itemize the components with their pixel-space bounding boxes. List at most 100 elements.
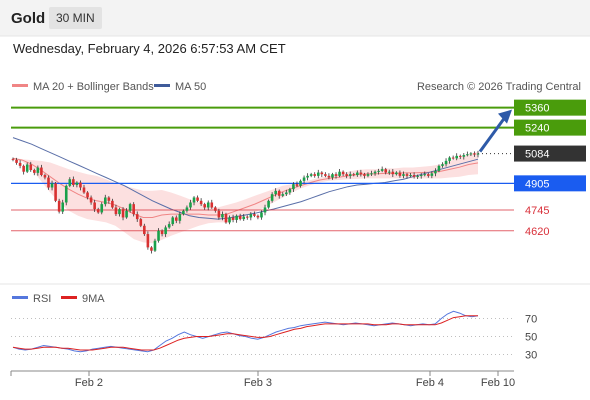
candle-body [132,204,135,215]
candle [377,168,380,175]
candle [473,151,476,157]
candle [128,202,132,213]
candle-body [50,183,54,188]
candle-body [448,157,451,161]
candle-body [427,174,430,176]
candle-body [274,190,277,195]
candle [79,180,82,191]
candle [111,198,114,209]
candle-body [288,189,292,193]
candle-body [64,185,68,203]
rsi-series-rsi [12,310,479,353]
candle [36,165,40,176]
candle [32,168,36,176]
candle [25,162,29,174]
candle [57,198,61,214]
candle [164,225,167,237]
candle [107,196,111,204]
candle [118,207,121,217]
candle [185,205,189,213]
candle-body [121,209,125,218]
credit-text: Research © 2026 Trading Central [417,81,581,93]
ma50-line [12,137,479,220]
candle-body [455,155,459,159]
candle-body [107,197,111,201]
candle [231,214,235,223]
candle-body [57,200,61,212]
candle-body [139,219,143,226]
candle-body [295,184,299,186]
candle-body [398,172,402,176]
candle [320,171,324,178]
candle [160,229,164,237]
candle-body [125,210,128,218]
candle [64,184,68,206]
candle [68,177,72,188]
candle [366,172,370,178]
candle-body [228,217,231,223]
candle [260,210,263,220]
candle-body [466,154,469,156]
candle [391,169,395,178]
candle [238,213,242,221]
candle-body [444,160,448,165]
candle [405,172,409,179]
legend-rsi-ma: 9MA [82,293,105,305]
candle-body [235,215,238,220]
candle-body [174,217,178,221]
candle [313,172,317,178]
candle-body [167,224,171,228]
candle-body [118,209,121,215]
candle-body [224,214,228,223]
candle-body [231,217,235,220]
candle-body [348,174,352,176]
candle [345,172,348,179]
candle-body [437,165,441,171]
candle-body [75,182,79,186]
candle-body [25,164,29,172]
candle [427,172,430,178]
candle [331,172,334,180]
level-label-4620: 4620 [525,226,549,238]
symbol-title: Gold [11,10,46,27]
candle-body [135,214,139,220]
candle-body [182,210,185,215]
candle [93,199,96,212]
candle-body [451,157,455,159]
top-bar: Gold 30 MIN [0,0,590,36]
candle-body [316,172,320,176]
candle [309,172,313,178]
candle [29,161,33,172]
timeframe-badge[interactable]: 30 MIN [49,7,102,29]
candle-body [409,175,412,177]
candle-body [356,172,359,176]
candle [387,169,391,175]
level-tag-5240 [514,119,586,136]
candle [274,188,277,197]
candle-body [238,215,242,220]
level-label-5084: 5084 [525,149,549,161]
candle-body [260,212,263,218]
candle [409,173,412,178]
level-label-5240: 5240 [525,123,549,135]
candle-body [313,174,317,176]
candle [245,215,249,220]
candle [72,176,75,187]
candle [334,172,338,179]
candle-body [150,247,153,251]
candle [338,169,341,178]
candle [89,195,93,205]
candle-body [79,182,82,188]
legend-swatch-ma20 [12,84,28,87]
candle-body [299,180,302,186]
candle [75,181,79,188]
candle-body [324,174,327,176]
candle [380,166,384,173]
candle-body [196,197,199,201]
candle-body [29,164,33,171]
candle [96,207,100,214]
candle-body [270,194,274,201]
candle [189,199,192,210]
candle-body [434,170,437,174]
candle-body [462,155,466,157]
